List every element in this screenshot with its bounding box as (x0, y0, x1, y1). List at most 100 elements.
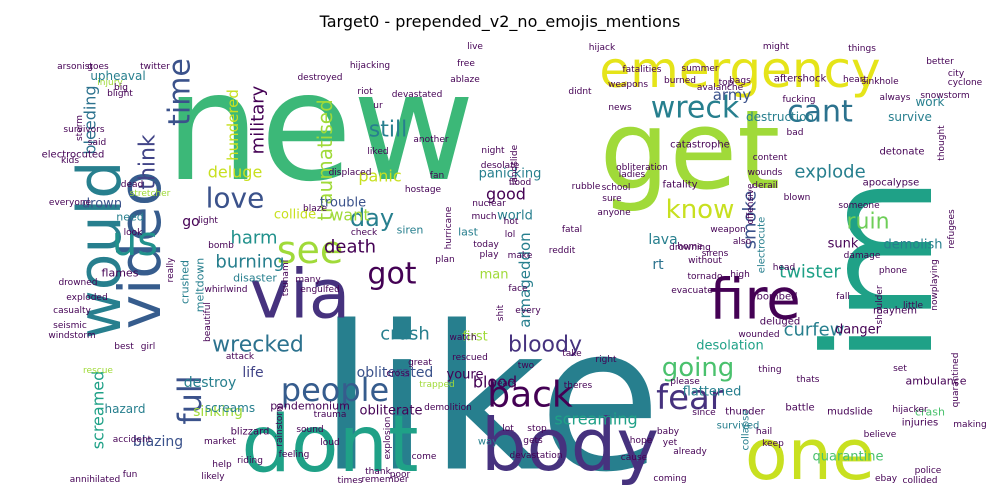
cloud-word-blaze: blaze (303, 204, 327, 214)
cloud-word-whirlwind: whirlwind (204, 285, 247, 295)
cloud-word-light: light (198, 216, 218, 226)
cloud-word-fire: fire (709, 268, 801, 333)
cloud-word-police: police (915, 466, 942, 476)
cloud-word-go: go (182, 214, 199, 230)
cloud-word-ladies: ladies (619, 170, 646, 180)
cloud-word-hurricane: hurricane (444, 206, 454, 249)
cloud-word-quarantined: quarantined (951, 353, 961, 408)
cloud-word-deluge: deluge (208, 163, 263, 182)
cloud-word-want: want (330, 206, 369, 225)
cloud-word-battle: battle (785, 403, 814, 414)
cloud-word-electrocuted: electrocuted (42, 150, 105, 161)
cloud-word-kids: kids (61, 156, 79, 166)
cloud-word-nuclear: nuclear (472, 199, 506, 209)
cloud-word-check: check (351, 228, 378, 238)
cloud-word-fatality: fatality (662, 180, 697, 191)
cloud-word-upheaval: upheaval (90, 69, 145, 83)
cloud-word-pandemonium: pandemonium (270, 400, 350, 413)
cloud-word-im: im (793, 176, 967, 364)
cloud-word-panicking: panicking (479, 167, 542, 182)
cloud-word-need: need (116, 211, 144, 224)
cloud-word-like: like (319, 284, 662, 500)
cloud-word-ruin: ruin (846, 210, 889, 235)
cloud-word-crash: crash (915, 406, 945, 419)
cloud-word-fun: fun (123, 470, 138, 480)
cloud-word-feeling: feeling (279, 450, 310, 460)
cloud-word-dead: dead (121, 180, 143, 190)
cloud-word-ebay: ebay (875, 474, 898, 484)
cloud-word-hazard: hazard (105, 402, 146, 416)
cloud-word-really: really (166, 257, 176, 283)
cloud-word-hail: hail (756, 427, 772, 437)
cloud-word-summer: summer (681, 64, 718, 74)
cloud-word-day: day (350, 204, 394, 232)
cloud-word-goes: goes (87, 62, 109, 72)
cloud-word-sinkhole: sinkhole (861, 77, 899, 87)
cloud-word-trauma: trauma (314, 410, 347, 420)
cloud-word-screams: screams (205, 401, 255, 415)
cloud-word-love: love (206, 182, 265, 215)
cloud-word-good: good (486, 185, 526, 204)
cloud-word-world: world (497, 209, 533, 224)
cloud-word-offensive: offensive (746, 183, 756, 224)
cloud-word-landslide: landslide (510, 144, 520, 185)
cloud-word-aftershock: aftershock (774, 74, 827, 85)
cloud-word-youre: youre (447, 368, 484, 383)
cloud-word-catastrophe: catastrophe (670, 140, 730, 151)
cloud-word-collided: collided (903, 476, 938, 486)
cloud-word-best: best (114, 342, 134, 352)
cloud-word-drowning: drowning (669, 243, 711, 253)
cloud-word-ur: ur (373, 101, 383, 111)
cloud-word-beautiful: beautiful (203, 302, 213, 342)
cloud-word-might: might (763, 42, 790, 52)
cloud-word-avalanche: avalanche (697, 83, 744, 93)
cloud-word-hijacking: hijacking (350, 61, 390, 71)
cloud-word-meltdown: meltdown (194, 258, 207, 313)
cloud-word-traumatised: traumatised (313, 99, 337, 221)
cloud-word-attack: attack (226, 352, 255, 362)
cloud-word-trouble: trouble (320, 196, 366, 211)
cloud-word-stretcher: stretcher (130, 189, 171, 199)
cloud-word-another: another (413, 135, 448, 145)
cloud-word-theres: theres (564, 381, 593, 391)
cloud-word-desolate: desolate (481, 161, 520, 171)
cloud-word-lot: lot (502, 424, 514, 434)
cloud-word-cross: cross (386, 369, 410, 379)
cloud-word-obliteration: obliteration (616, 163, 668, 173)
cloud-word-thats: thats (797, 375, 820, 385)
cloud-word-burned: burned (664, 76, 696, 86)
cloud-word-rubble: rubble (572, 182, 601, 192)
cloud-word-explosion: explosion (383, 417, 393, 460)
cloud-word-apocalypse: apocalypse (863, 178, 920, 189)
cloud-word-devastation: devastation (509, 451, 562, 461)
cloud-word-flattened: flattened (683, 385, 742, 400)
cloud-word-tornado: tornado (687, 272, 723, 282)
cloud-word-baby: baby (657, 427, 680, 437)
cloud-word-times: times (337, 476, 362, 486)
cloud-word-things: things (848, 44, 876, 54)
cloud-word-liked: liked (367, 147, 388, 157)
cloud-word-thank: thank (365, 467, 391, 477)
cloud-word-damage: damage (844, 251, 881, 261)
cloud-word-bags: bags (729, 76, 751, 86)
cloud-word-sure: sure (602, 194, 622, 204)
cloud-word-demolition: demolition (424, 403, 472, 413)
cloud-word-school: school (602, 183, 631, 193)
cloud-word-every: every (515, 306, 541, 316)
cloud-word-help: help (212, 460, 232, 470)
cloud-word-evacuate: evacuate (671, 286, 713, 296)
cloud-word-fatalities: fatalities (623, 65, 662, 75)
cloud-word-demolish: demolish (883, 238, 942, 253)
cloud-word-quarantine: quarantine (813, 450, 884, 465)
cloud-word-curfew: curfew (784, 320, 845, 341)
cloud-word-many: many (295, 275, 321, 285)
cloud-word-plan: plan (435, 255, 454, 265)
cloud-word-home: home (677, 242, 703, 252)
cloud-word-going: going (662, 353, 735, 383)
cloud-word-riding: riding (237, 456, 263, 466)
cloud-word-reddit: reddit (549, 246, 576, 256)
cloud-word-danger: danger (835, 323, 882, 338)
cloud-word-bloody: bloody (508, 333, 582, 358)
cloud-word-head: head (773, 263, 795, 273)
cloud-word-full: full (171, 375, 209, 424)
